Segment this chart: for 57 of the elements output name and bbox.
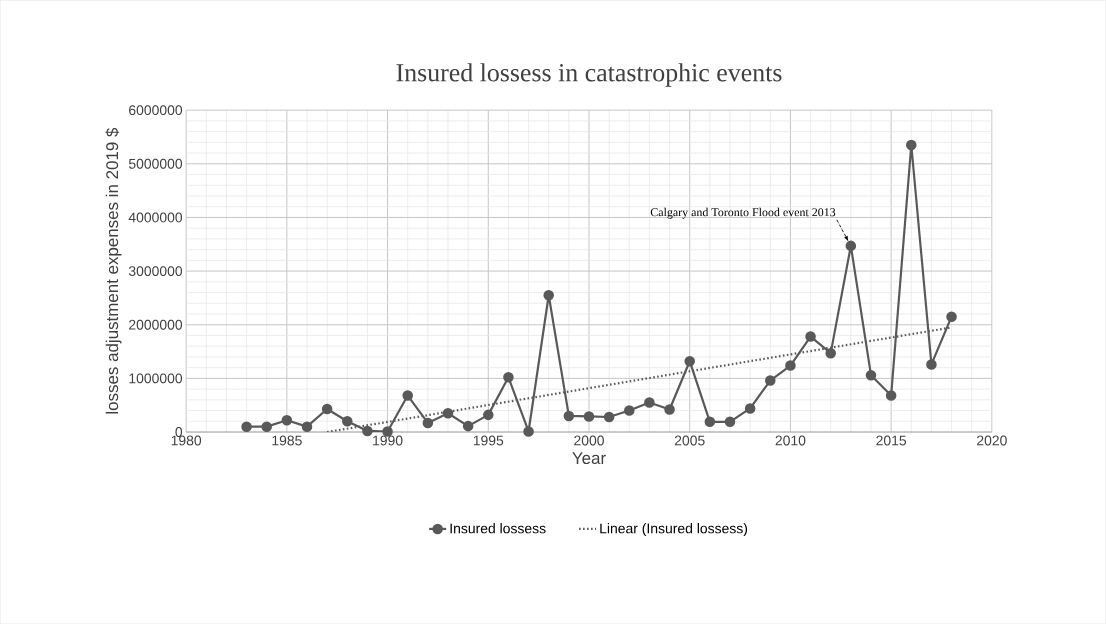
y-tick-label: 4000000 [128,212,183,223]
y-tick-label: 6000000 [129,105,183,116]
x-tick-label: 2005 [674,435,705,446]
x-tick-label: 2015 [876,435,907,446]
x-tick-label: 1980 [171,435,202,446]
point [744,403,756,414]
point [281,414,293,426]
y-tick-label: 2000000 [129,319,183,330]
point [402,390,413,401]
legend-label: Insured lossess [450,523,546,534]
point [583,411,595,422]
point [664,404,675,415]
point [704,416,716,428]
point [261,421,272,432]
point [301,421,313,432]
point [765,375,776,386]
point [825,347,836,359]
point [321,403,333,415]
point [241,421,252,432]
point [523,426,534,437]
x-tick-label: 2010 [775,435,806,446]
point [865,369,877,381]
point [644,397,655,408]
point [885,390,897,401]
x-tick-label: 1985 [272,435,302,446]
annotation: Calgary and Toronto Flood event 2013 [650,207,836,219]
point [724,416,736,428]
point [785,360,796,371]
point [462,420,474,432]
legend-label: Linear (Insured lossess) [600,523,748,537]
x-tick-label: 1995 [473,435,504,446]
point [483,409,494,421]
y-axis-title: losses adjustment expenses in 2019 $ [105,127,122,414]
y-tick-label: 5000000 [128,158,183,169]
point [503,371,514,383]
x-tick-label: 2000 [574,435,604,446]
chart-title: Insured lossess in catastrophic events [396,63,782,87]
x-axis-title: Year [572,452,606,464]
point [845,240,857,252]
point [563,410,575,422]
y-tick-label: 1000000 [129,373,183,384]
point [946,311,957,322]
point [926,359,937,370]
point [684,355,695,367]
point [543,289,554,301]
y-tick-label: 3000000 [128,266,183,276]
point [362,425,373,437]
point [442,407,454,419]
point [422,417,434,429]
point [624,405,635,416]
point [905,139,917,151]
point [805,331,816,342]
x-tick-label: 1990 [373,435,403,446]
y-tick-label: 0 [175,427,183,437]
point [342,415,353,427]
x-tick-label: 2020 [977,435,1007,446]
point [603,411,615,423]
